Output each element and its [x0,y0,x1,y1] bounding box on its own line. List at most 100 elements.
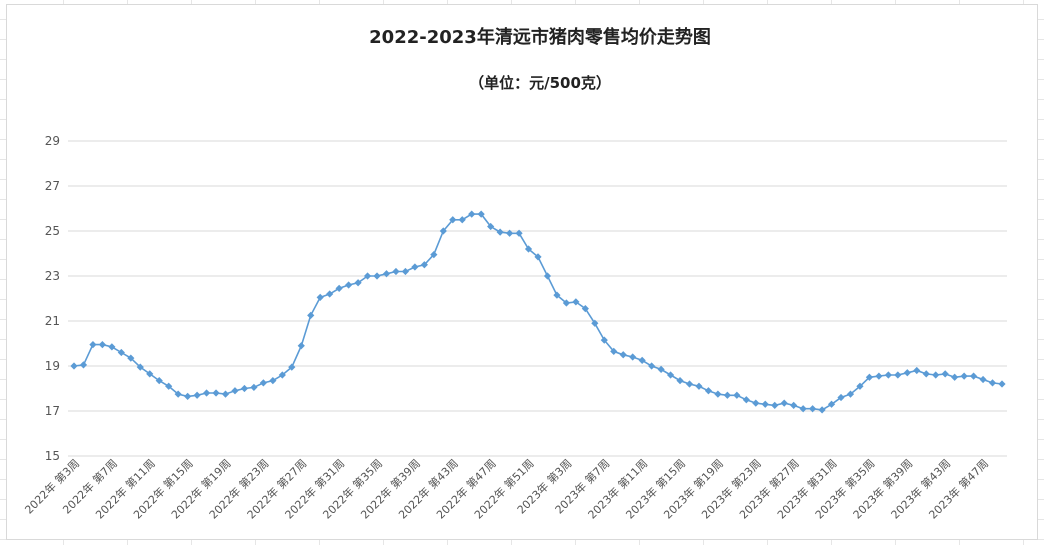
data-point[interactable] [809,405,817,413]
data-point[interactable] [98,341,107,349]
data-point[interactable] [714,390,722,398]
data-point[interactable] [297,342,305,350]
data-point[interactable] [165,382,173,390]
data-point[interactable] [89,341,97,349]
data-point[interactable] [903,369,911,377]
data-point[interactable] [505,229,514,237]
data-point[interactable] [174,390,182,398]
data-point[interactable] [259,379,267,387]
data-point[interactable] [345,281,353,289]
data-point[interactable] [193,391,201,399]
data-point[interactable] [373,272,381,280]
data-point[interactable] [951,373,959,381]
data-point[interactable] [723,391,731,399]
data-point[interactable] [411,263,419,271]
data-point[interactable] [269,377,277,385]
data-point[interactable] [487,222,495,231]
data-point[interactable] [335,284,343,292]
data-point[interactable] [458,216,466,224]
data-point[interactable] [884,371,892,379]
data-point[interactable] [250,383,258,391]
data-point[interactable] [468,210,476,218]
data-point[interactable] [856,382,864,390]
data-point[interactable] [146,370,154,378]
data-point[interactable] [382,270,391,278]
data-point[interactable] [752,399,760,407]
data-point[interactable] [288,363,296,371]
data-point[interactable] [780,399,788,407]
data-point[interactable] [846,390,855,398]
data-point[interactable] [969,372,978,380]
data-point[interactable] [477,210,485,218]
data-point[interactable] [553,291,561,299]
data-point[interactable] [240,384,249,393]
data-point[interactable] [136,363,144,371]
data-point[interactable] [827,400,836,408]
data-point[interactable] [108,343,116,351]
data-point[interactable] [676,377,684,385]
data-point[interactable] [70,362,78,370]
data-point[interactable] [212,389,220,397]
data-point[interactable] [127,354,135,362]
data-point[interactable] [979,375,987,384]
data-point[interactable] [524,245,533,253]
data-point[interactable] [420,261,428,269]
data-point[interactable] [449,216,457,224]
chart-frame[interactable] [6,4,1038,540]
data-point[interactable] [155,377,163,385]
data-point[interactable] [875,372,883,380]
data-point[interactable] [638,356,646,364]
data-point[interactable] [600,336,608,344]
data-point[interactable] [562,299,571,307]
data-point[interactable] [685,380,694,388]
data-point[interactable] [941,370,949,378]
data-point[interactable] [960,372,968,380]
data-point[interactable] [534,253,542,261]
data-point[interactable] [998,380,1006,388]
data-point[interactable] [619,351,627,359]
data-point[interactable] [581,305,589,313]
data-point[interactable] [354,279,362,287]
data-point[interactable] [430,251,438,259]
data-point[interactable] [988,379,997,387]
data-point[interactable] [913,366,921,375]
data-point[interactable] [231,387,239,395]
data-point[interactable] [591,319,599,327]
data-point[interactable] [704,387,713,395]
data-point[interactable] [666,371,675,379]
data-point[interactable] [799,405,807,413]
data-point[interactable] [278,371,286,379]
data-point[interactable] [761,400,769,408]
data-point[interactable] [629,353,637,361]
data-point[interactable] [221,390,230,398]
data-point[interactable] [543,272,552,280]
data-point[interactable] [610,347,618,355]
data-point[interactable] [865,373,874,381]
data-point[interactable] [326,290,334,298]
data-point[interactable] [818,406,826,414]
data-point[interactable] [401,267,410,276]
data-point[interactable] [307,311,315,319]
data-point[interactable] [837,393,845,402]
data-point[interactable] [515,229,523,237]
data-point[interactable] [894,371,902,379]
data-point[interactable] [771,401,779,409]
data-point[interactable] [733,391,741,399]
data-point[interactable] [316,293,324,301]
data-point[interactable] [117,348,125,357]
data-point[interactable] [202,389,211,397]
data-point[interactable] [439,227,447,235]
data-point[interactable] [79,361,88,369]
data-point[interactable] [922,370,930,378]
data-point[interactable] [496,228,504,236]
data-point[interactable] [184,392,192,400]
data-point[interactable] [742,396,750,404]
data-point[interactable] [790,401,798,409]
data-point[interactable] [572,298,580,306]
data-point[interactable] [695,382,703,390]
data-point[interactable] [932,371,940,379]
data-point[interactable] [392,267,400,276]
data-point[interactable] [657,365,665,373]
data-point[interactable] [363,272,372,280]
data-point[interactable] [648,362,656,370]
